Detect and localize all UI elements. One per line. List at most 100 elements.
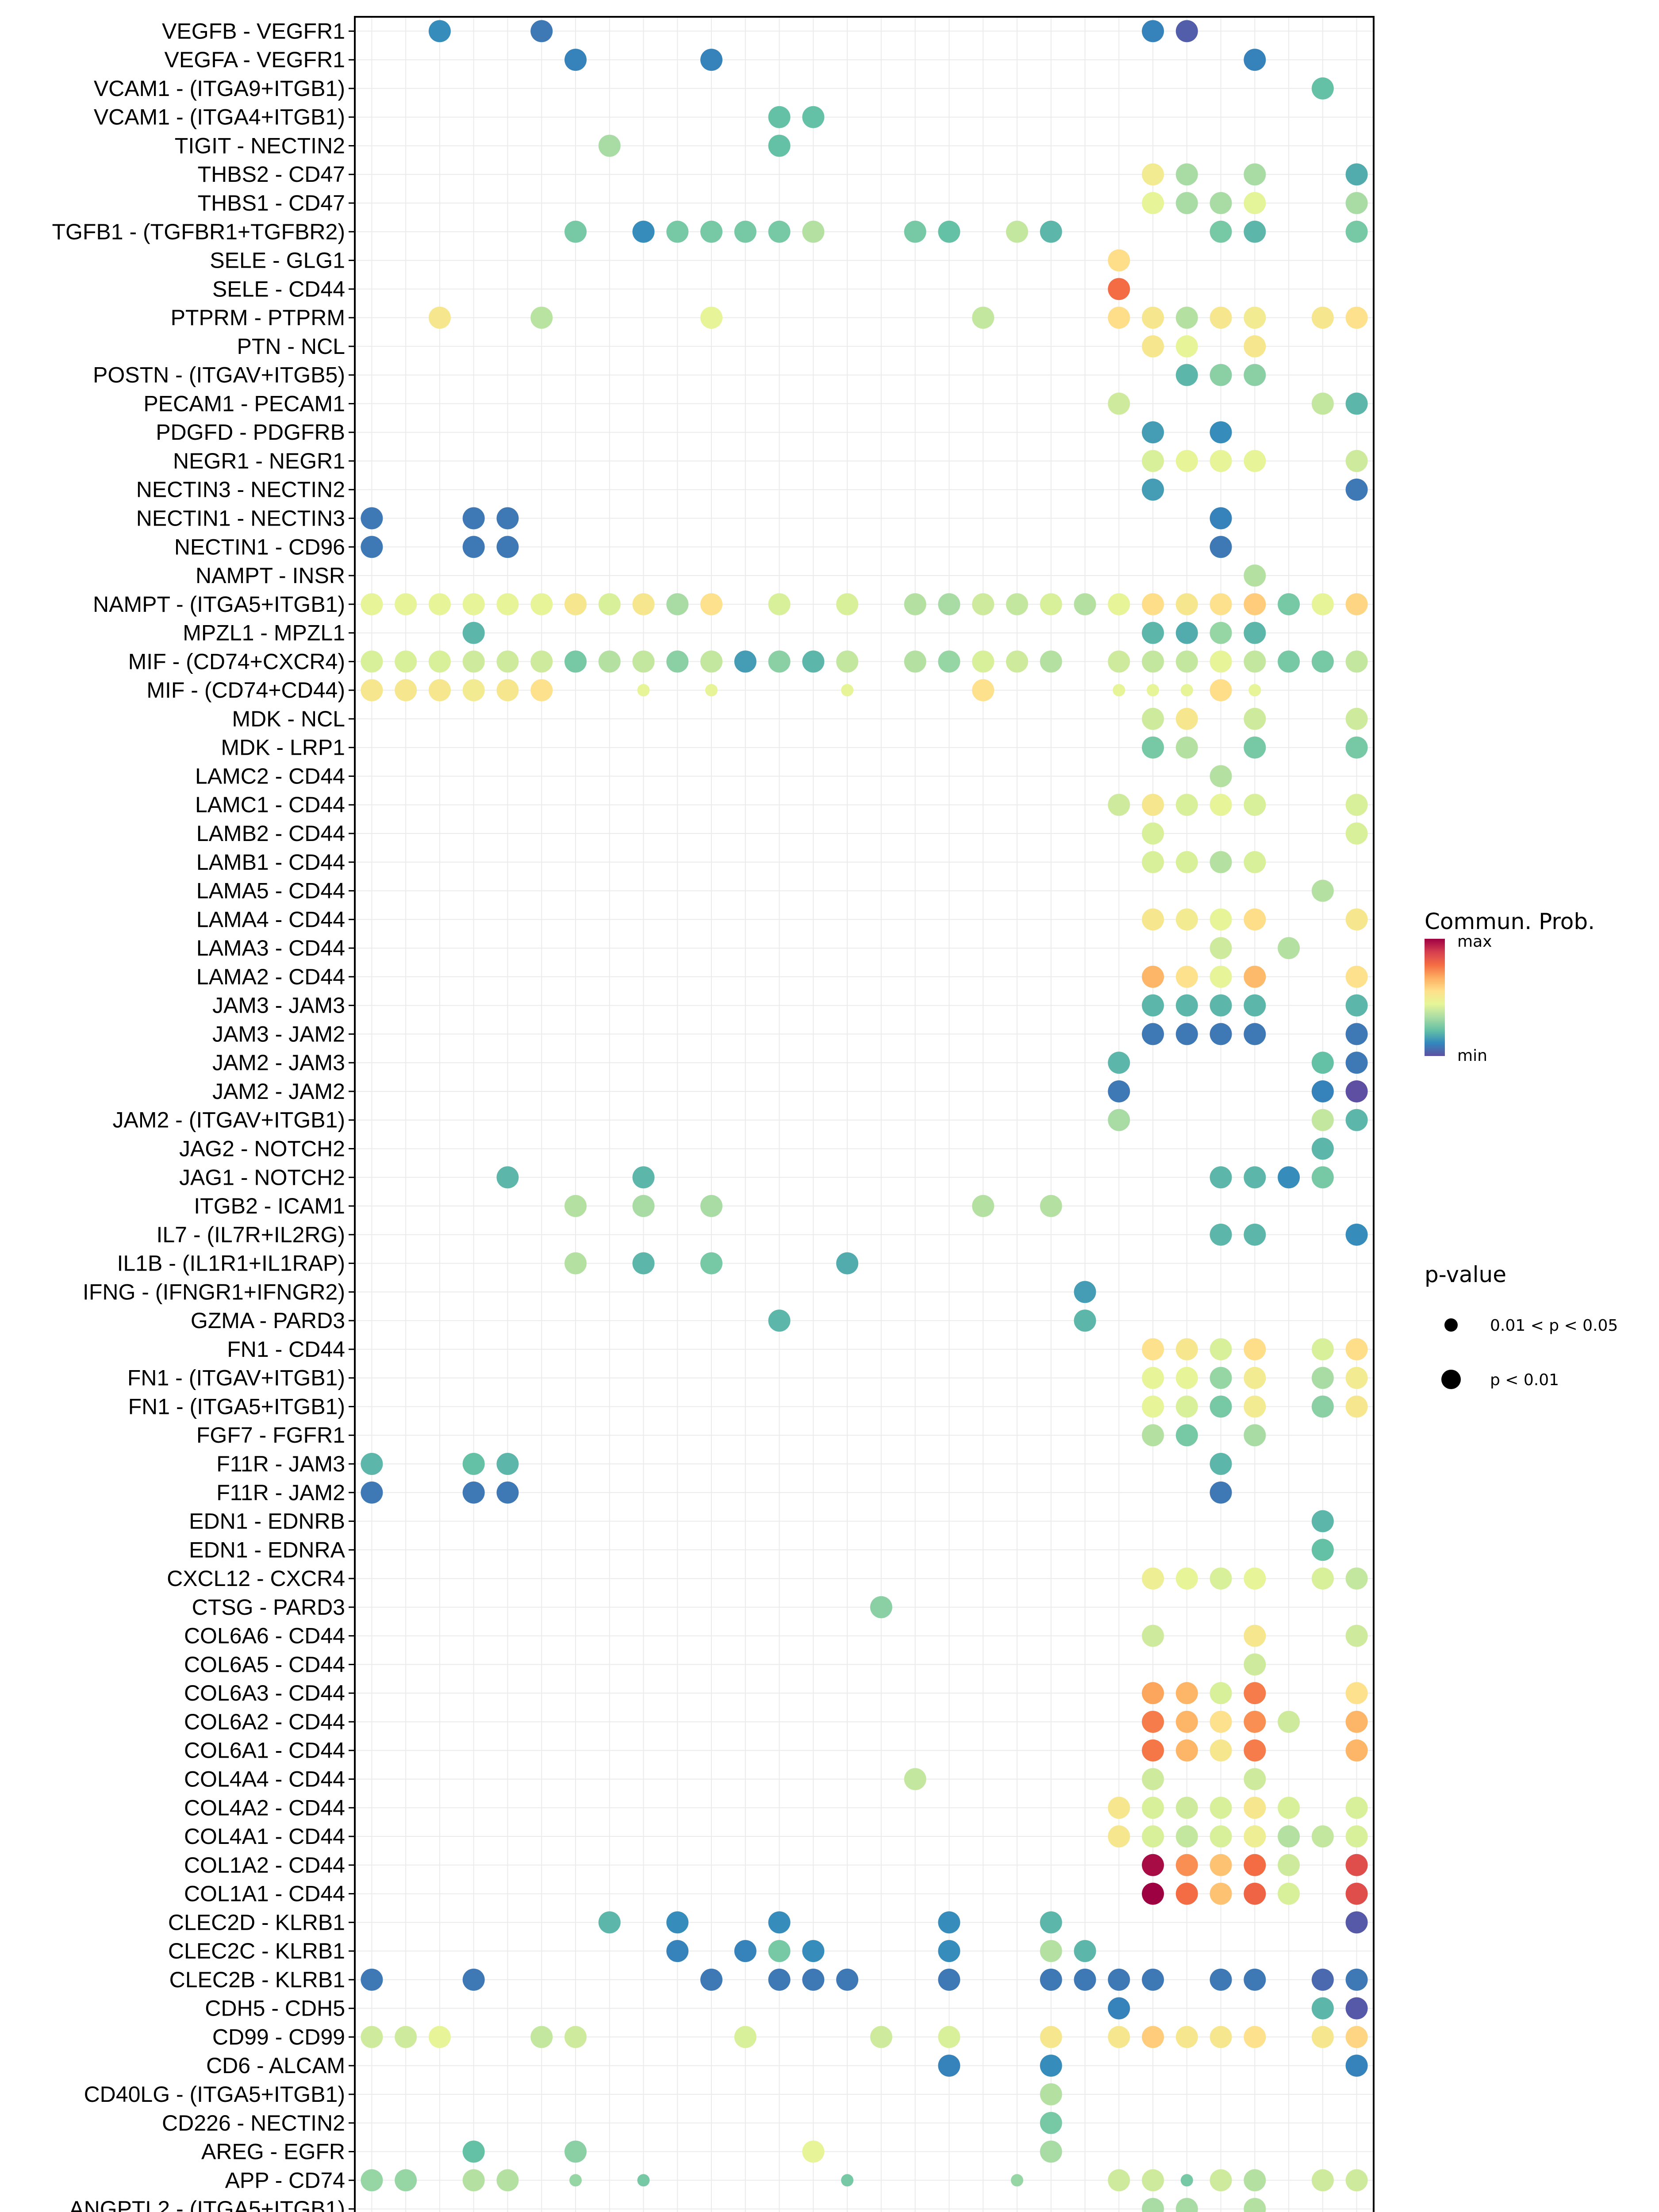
y-tick-label: JAM2 - JAM2 — [212, 1079, 345, 1104]
legend-size-label-small: 0.01 < p < 0.05 — [1490, 1317, 1618, 1335]
data-point — [1175, 2198, 1198, 2212]
y-tick-label: IL7 - (IL7R+IL2RG) — [156, 1222, 345, 1247]
y-tick-label: CD40LG - (ITGA5+ITGB1) — [84, 2082, 345, 2107]
y-tick-label: IL1B - (IL1R1+IL1RAP) — [117, 1251, 345, 1276]
data-point — [938, 593, 960, 615]
data-point — [632, 650, 655, 673]
data-point — [1278, 650, 1300, 673]
data-point — [938, 2055, 960, 2077]
data-point — [768, 106, 791, 128]
data-point — [1210, 536, 1232, 558]
data-point — [1210, 1882, 1232, 1905]
data-point — [768, 1310, 791, 1332]
y-tick-label: FN1 - CD44 — [227, 1337, 345, 1362]
y-tick-label: LAMA3 - CD44 — [196, 936, 345, 960]
y-tick-label: MDK - NCL — [232, 707, 345, 731]
data-point — [395, 2169, 417, 2192]
legend-color-title: Commun. Prob. — [1425, 909, 1595, 934]
legend-size-dot-small — [1444, 1318, 1458, 1332]
data-point — [632, 220, 655, 243]
data-point — [598, 134, 621, 157]
data-point — [1345, 1797, 1368, 1819]
data-point — [666, 220, 689, 243]
data-point — [1175, 1395, 1198, 1418]
y-tick-label: CXCL12 - CXCR4 — [167, 1566, 345, 1591]
y-tick-label: PDGFD - PDGFRB — [156, 420, 345, 445]
y-tick-label: THBS2 - CD47 — [198, 162, 345, 187]
data-point — [666, 1940, 689, 1962]
data-point — [1345, 1911, 1368, 1934]
data-point — [1244, 965, 1266, 988]
y-tick-label: LAMA4 - CD44 — [196, 907, 345, 932]
data-point — [462, 1968, 485, 1991]
data-point — [666, 650, 689, 673]
data-point — [1345, 1395, 1368, 1418]
data-point — [1142, 1567, 1164, 1590]
data-point — [1244, 1797, 1266, 1819]
data-point — [972, 1195, 995, 1217]
data-point — [1040, 2140, 1062, 2163]
data-point — [700, 593, 723, 615]
data-point — [462, 679, 485, 702]
y-tick-label: CD226 - NECTIN2 — [162, 2111, 345, 2135]
data-point — [1210, 1567, 1232, 1590]
y-tick-label: JAM3 - JAM2 — [212, 1022, 345, 1046]
data-point — [361, 1452, 383, 1475]
y-tick-label: PTPRM - PTPRM — [171, 305, 345, 330]
data-point — [1142, 1023, 1164, 1045]
data-point — [1040, 1911, 1062, 1934]
data-point — [564, 1195, 587, 1217]
data-point — [1244, 794, 1266, 816]
data-point — [1210, 1739, 1232, 1762]
data-point — [1175, 163, 1198, 186]
data-point — [1345, 1739, 1368, 1762]
data-point — [1311, 1109, 1334, 1131]
data-point — [1210, 1481, 1232, 1504]
data-point — [904, 593, 926, 615]
data-point — [1074, 593, 1096, 615]
data-point — [428, 2026, 451, 2048]
data-point — [1142, 622, 1164, 644]
data-point — [1074, 1310, 1096, 1332]
data-point — [530, 679, 553, 702]
data-point — [1180, 2174, 1193, 2187]
data-point — [632, 1166, 655, 1189]
data-point — [1345, 822, 1368, 845]
data-point — [870, 1596, 892, 1618]
y-tick-label: F11R - JAM3 — [216, 1452, 345, 1476]
data-point — [1142, 1797, 1164, 1819]
y-tick-label: CD6 - ALCAM — [206, 2053, 345, 2078]
y-tick-label: JAM3 - JAM3 — [212, 993, 345, 1018]
data-point — [1175, 1023, 1198, 1045]
data-point — [700, 650, 723, 673]
data-point — [1244, 707, 1266, 730]
data-point — [569, 2174, 582, 2187]
y-tick-label: LAMA2 - CD44 — [196, 964, 345, 989]
data-point — [1244, 1653, 1266, 1676]
data-point — [496, 507, 519, 530]
data-point — [666, 593, 689, 615]
data-point — [768, 1940, 791, 1962]
data-point — [1311, 1367, 1334, 1389]
data-point — [1006, 220, 1028, 243]
y-tick-label: CLEC2C - KLRB1 — [168, 1939, 345, 1963]
data-point — [1345, 1624, 1368, 1647]
data-point — [1311, 2169, 1334, 2192]
data-point — [1345, 1338, 1368, 1360]
y-tick-label: LAMB1 - CD44 — [196, 850, 345, 875]
y-tick-label: SELE - GLG1 — [210, 248, 345, 273]
data-point — [700, 307, 723, 329]
data-point — [1210, 965, 1232, 988]
data-point — [1244, 1166, 1266, 1189]
legend-min-label: min — [1457, 1047, 1487, 1065]
data-point — [1244, 1854, 1266, 1876]
data-point — [1311, 1137, 1334, 1160]
y-tick-label: IFNG - (IFNGR1+IFNGR2) — [83, 1279, 345, 1304]
y-tick-label: JAM2 - (ITGAV+ITGB1) — [112, 1108, 345, 1133]
data-point — [1210, 994, 1232, 1017]
data-point — [938, 650, 960, 673]
data-point — [1040, 1968, 1062, 1991]
data-point — [1345, 1710, 1368, 1733]
y-tick-label: MPZL1 - MPZL1 — [183, 621, 345, 645]
